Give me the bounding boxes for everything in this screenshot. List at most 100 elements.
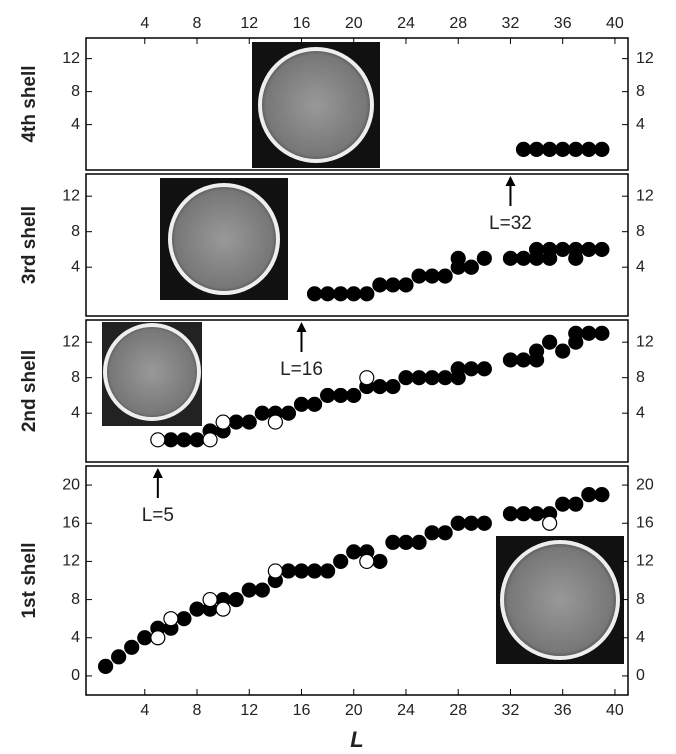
data-point xyxy=(190,433,204,447)
data-point xyxy=(543,516,557,530)
data-point xyxy=(373,278,387,292)
data-point xyxy=(556,142,570,156)
data-point xyxy=(294,397,308,411)
data-point xyxy=(308,564,322,578)
y-tick-label: 8 xyxy=(71,369,80,386)
x-tick-label: 12 xyxy=(240,15,258,32)
data-point xyxy=(556,497,570,511)
data-point xyxy=(399,371,413,385)
y-tick-label: 12 xyxy=(62,333,80,350)
x-tick-label: 28 xyxy=(449,702,467,719)
x-tick-label: 32 xyxy=(502,702,520,719)
data-point xyxy=(517,142,531,156)
x-tick-label: 20 xyxy=(345,15,363,32)
y-axis-label: 2nd shell xyxy=(19,350,40,432)
data-point xyxy=(595,488,609,502)
x-tick-label: 4 xyxy=(140,15,149,32)
annotation-arrowhead xyxy=(153,468,163,478)
data-point xyxy=(530,242,544,256)
y-tick-label: 4 xyxy=(71,404,80,421)
data-point xyxy=(503,353,517,367)
data-point xyxy=(556,344,570,358)
data-point xyxy=(569,326,583,340)
x-tick-label: 28 xyxy=(449,15,467,32)
inset-image xyxy=(102,322,202,426)
data-point xyxy=(556,242,570,256)
y-tick-label: 16 xyxy=(62,514,80,531)
y-axis-label: 4th shell xyxy=(19,65,40,142)
data-point xyxy=(386,380,400,394)
data-point xyxy=(517,353,531,367)
y-tick-label: 12 xyxy=(62,553,80,570)
data-point xyxy=(373,554,387,568)
x-tick-label: 12 xyxy=(240,702,258,719)
annotation: L=32 xyxy=(489,213,532,234)
y-tick-label: 12 xyxy=(636,187,654,204)
data-point xyxy=(308,287,322,301)
data-point xyxy=(151,433,165,447)
data-point xyxy=(334,287,348,301)
data-point xyxy=(412,269,426,283)
data-point xyxy=(164,612,178,626)
data-point xyxy=(399,278,413,292)
x-tick-label: 36 xyxy=(554,702,572,719)
data-point xyxy=(530,344,544,358)
data-point xyxy=(451,516,465,530)
data-point xyxy=(373,380,387,394)
data-point xyxy=(595,242,609,256)
data-point xyxy=(464,516,478,530)
data-point xyxy=(99,659,113,673)
data-point xyxy=(229,415,243,429)
data-point xyxy=(543,142,557,156)
data-point xyxy=(477,516,491,530)
data-point xyxy=(321,287,335,301)
y-tick-label: 12 xyxy=(636,333,654,350)
y-tick-label: 4 xyxy=(636,629,645,646)
data-point xyxy=(569,497,583,511)
y-tick-label: 12 xyxy=(636,553,654,570)
data-point xyxy=(412,371,426,385)
inset-image xyxy=(252,42,380,168)
data-point xyxy=(530,507,544,521)
y-tick-label: 20 xyxy=(636,476,654,493)
y-tick-label: 0 xyxy=(71,667,80,684)
x-tick-label: 40 xyxy=(606,15,624,32)
data-point xyxy=(347,545,361,559)
data-point xyxy=(360,554,374,568)
y-axis-label: 1st shell xyxy=(19,542,40,618)
data-point xyxy=(347,287,361,301)
data-point xyxy=(477,362,491,376)
x-tick-label: 16 xyxy=(293,702,311,719)
x-tick-label: 16 xyxy=(293,15,311,32)
data-point xyxy=(438,526,452,540)
data-point xyxy=(334,388,348,402)
data-point xyxy=(190,602,204,616)
data-point xyxy=(569,142,583,156)
inset-image xyxy=(160,178,288,300)
data-point xyxy=(438,371,452,385)
data-point xyxy=(151,631,165,645)
x-tick-label: 8 xyxy=(193,15,202,32)
data-point xyxy=(177,433,191,447)
y-tick-label: 12 xyxy=(62,50,80,67)
data-point xyxy=(425,526,439,540)
data-point xyxy=(543,335,557,349)
data-point xyxy=(203,593,217,607)
data-point xyxy=(464,362,478,376)
data-point xyxy=(425,269,439,283)
y-axis-label: 3rd shell xyxy=(19,206,40,284)
data-point xyxy=(399,535,413,549)
data-point xyxy=(203,433,217,447)
data-point xyxy=(412,535,426,549)
y-tick-label: 8 xyxy=(636,223,645,240)
inset-image xyxy=(496,536,624,664)
y-tick-label: 4 xyxy=(71,258,80,275)
x-tick-label: 8 xyxy=(193,702,202,719)
annotation-arrowhead xyxy=(296,322,306,332)
data-point xyxy=(294,564,308,578)
data-point xyxy=(386,535,400,549)
data-point xyxy=(177,612,191,626)
data-point xyxy=(543,251,557,265)
data-point xyxy=(477,251,491,265)
x-tick-label: 40 xyxy=(606,702,624,719)
